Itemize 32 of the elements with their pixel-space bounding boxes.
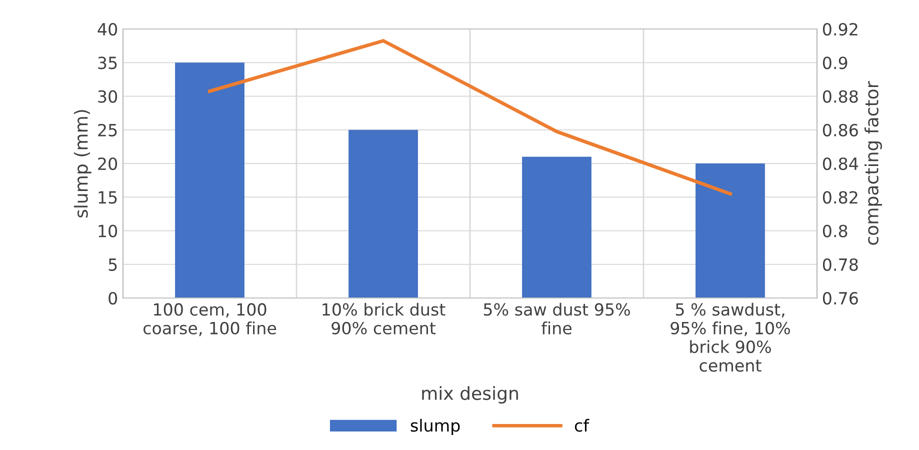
bar [175,62,244,298]
bar [696,164,765,298]
x-tick-label: 10% brick dust 90% cement [322,302,446,334]
legend-label: slump [410,418,460,435]
x-tick-label: 5% saw dust 95% fine [484,302,630,334]
y2-tick-label: 0.82 [822,191,858,204]
y2-tick-label: 0.92 [822,22,858,36]
y-tick-label: 40 [98,22,118,36]
y-tick-label: 5 [108,258,117,271]
x-axis-title: mix design [422,386,518,404]
bar [348,130,418,298]
y2-tick-label: 0.86 [822,124,858,136]
y-tick-label: 15 [98,191,117,204]
y2-tick-label: 0.84 [822,157,858,170]
y2-tick-label: 0.78 [822,258,858,271]
x-tick-label: 5 % sawdust, 95% fine, 10% brick 90% cement [670,302,790,372]
y-tick-label: 0 [108,292,118,305]
y2-axis-title: compacting factor [864,81,882,245]
line-series [208,39,732,196]
y-tick-label: 25 [98,124,117,136]
bar [522,156,592,298]
y-axis-title: slump (mm) [74,110,92,218]
y2-tick-label: 0.88 [822,90,858,103]
y-tick-label: 35 [98,56,117,70]
y2-tick-label: 0.76 [822,292,858,305]
y2-tick-label: 0.9 [822,56,848,70]
y2-tick-label: 0.8 [822,224,848,238]
y-tick-label: 30 [98,90,118,103]
x-tick-label: 100 cem, 100 coarse, 100 fine [143,303,276,336]
y-tick-label: 20 [98,157,118,170]
y-tick-label: 10 [98,224,118,238]
legend-label: cf [574,418,590,432]
